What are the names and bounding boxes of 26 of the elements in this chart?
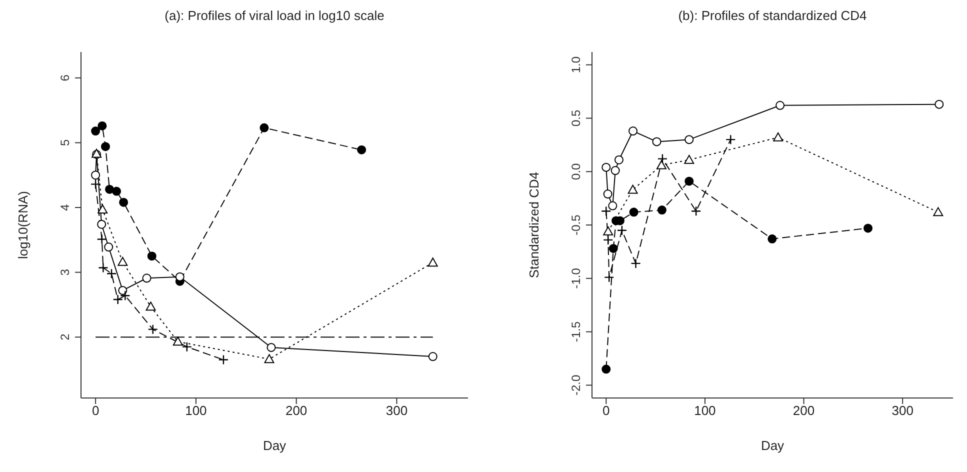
- y-tick-label: 3: [58, 268, 72, 276]
- y-tick-label: 4: [58, 204, 72, 211]
- x-tick-label: 200: [792, 403, 815, 418]
- x-tick-label: 200: [285, 403, 308, 418]
- y-tick-label: 6: [58, 74, 72, 82]
- x-tick-label: 300: [386, 403, 408, 418]
- y-tick-label: 2: [58, 333, 72, 340]
- x-axis-title: Day: [262, 438, 287, 453]
- y-tick-label: -2.0: [569, 374, 583, 396]
- x-tick-label: 100: [694, 403, 716, 418]
- y-axis-title: log10(RNA): [16, 191, 31, 259]
- x-tick-label: 300: [892, 403, 914, 418]
- x-tick-label: 100: [185, 403, 207, 418]
- y-tick-label: 1.0: [569, 56, 583, 74]
- chart-title: (b): Profiles of standardized CD4: [677, 8, 868, 23]
- x-tick-label: 0: [602, 403, 610, 418]
- y-tick-label: 0.0: [569, 162, 583, 180]
- y-tick-label: 0.5: [569, 110, 583, 127]
- y-tick-label: -1.5: [569, 321, 583, 342]
- y-axis-title: Standardized CD4: [526, 172, 542, 278]
- y-tick-label: -1.0: [569, 268, 583, 289]
- y-tick-label: -0.5: [569, 214, 583, 236]
- x-axis-title: Day: [760, 438, 785, 453]
- y-tick-label: 5: [58, 139, 72, 146]
- chart-title: (a): Profiles of viral load in log10 scale: [164, 8, 386, 23]
- x-tick-label: 0: [92, 403, 100, 418]
